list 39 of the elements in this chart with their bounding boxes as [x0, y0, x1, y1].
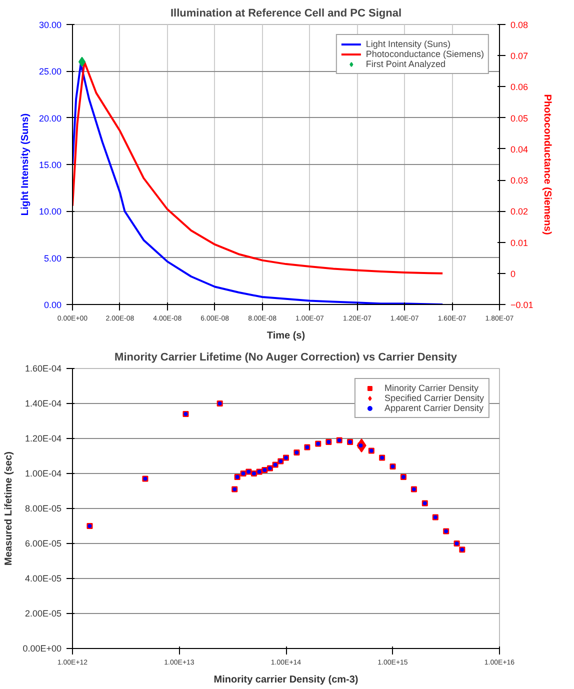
y2-tick-label: 0.04 — [510, 144, 528, 154]
y-tick-label: 1.60E-04 — [24, 364, 62, 374]
y2-axis-title: Photoconductance (Siemens) — [541, 94, 552, 235]
y-tick-label: 8.00E-05 — [24, 504, 62, 514]
chart-title: Illumination at Reference Cell and PC Signal — [170, 8, 402, 20]
y2-tick-label: 0.05 — [510, 113, 528, 124]
y-tick-label: 30.00 — [38, 20, 62, 30]
y2-tick-label: 0.01 — [510, 238, 528, 248]
y-tick-label: 20.00 — [38, 113, 62, 124]
legend-label: Apparent Carrier Density — [384, 403, 484, 413]
y-tick-label: 0.00 — [44, 300, 62, 310]
legend-label: Light Intensity (Suns) — [366, 39, 450, 49]
y-tick-label: 2.00E-05 — [24, 608, 62, 618]
legend-label: Specified Carrier Density — [384, 393, 484, 403]
y2-tick-label: 0.06 — [510, 82, 528, 92]
y-tick-label: 25.00 — [38, 66, 62, 77]
y2-tick-label: 0.08 — [510, 20, 528, 30]
y-tick-label: 0.00E+00 — [22, 644, 62, 654]
y2-tick-label: 0.03 — [510, 176, 528, 186]
y-axis-title: Light Intensity (Suns) — [20, 113, 31, 216]
y-tick-label: 10.00 — [38, 206, 62, 217]
y-tick-label: 1.00E-04 — [24, 468, 62, 478]
x-axis-title: Time (s) — [266, 330, 306, 342]
y-tick-label: 15.00 — [38, 160, 62, 170]
legend-label: Photoconductance (Siemens) — [366, 49, 484, 59]
y-tick-label: 1.40E-04 — [24, 398, 62, 408]
legend-label: Minority Carrier Density — [384, 383, 478, 393]
y2-tick-label: −0.01 — [510, 300, 534, 310]
legend-label: First Point Analyzed — [366, 59, 446, 69]
y2-tick-label: 0 — [510, 268, 516, 279]
y-axis-title: Measured Lifetime (sec) — [4, 452, 15, 566]
y-tick-label: 5.00 — [44, 253, 62, 264]
y2-tick-label: 0.07 — [510, 51, 528, 62]
x-axis-title: Minority carrier Density (cm-3) — [214, 674, 358, 686]
y-tick-label: 1.20E-04 — [24, 434, 62, 444]
y-tick-label: 6.00E-05 — [24, 538, 62, 548]
y-tick-label: 4.00E-05 — [24, 574, 62, 584]
chart-title: Minority Carrier Lifetime (No Auger Correction) vs Carrier Density — [114, 352, 458, 364]
y2-tick-label: 0.02 — [510, 206, 528, 217]
